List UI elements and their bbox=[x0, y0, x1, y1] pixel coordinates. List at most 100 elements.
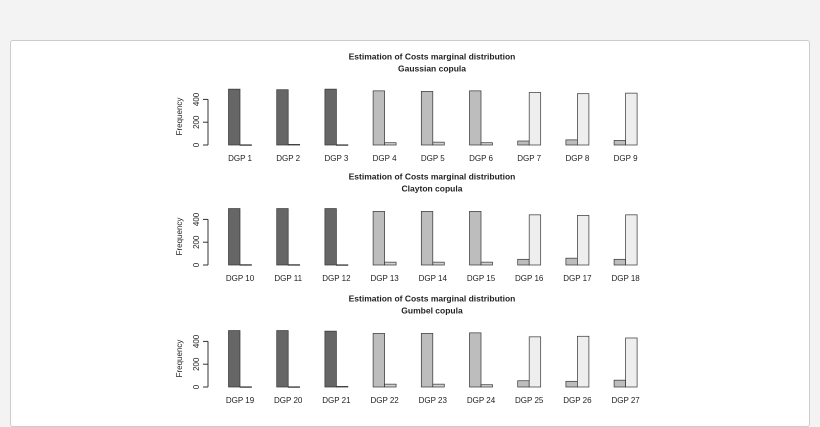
bar bbox=[613, 258, 626, 266]
x-tick-label: DGP 15 bbox=[467, 274, 496, 283]
x-tick-label: DGP 6 bbox=[469, 154, 493, 163]
bar bbox=[239, 144, 252, 146]
x-tick-label: DGP 7 bbox=[517, 154, 541, 163]
bar bbox=[480, 142, 493, 146]
bar bbox=[432, 383, 445, 388]
bar bbox=[384, 142, 397, 146]
x-tick-label: DGP 24 bbox=[467, 396, 496, 405]
bar bbox=[228, 208, 241, 266]
bar bbox=[336, 144, 349, 146]
bar bbox=[372, 90, 385, 146]
bar bbox=[469, 332, 482, 388]
bar bbox=[517, 380, 530, 388]
bar bbox=[432, 141, 445, 146]
bar bbox=[432, 261, 445, 266]
y-tick-label: 400 bbox=[192, 334, 201, 348]
bar bbox=[372, 333, 385, 388]
x-tick-label: DGP 8 bbox=[565, 154, 589, 163]
x-tick-label: DGP 16 bbox=[515, 274, 544, 283]
bar bbox=[613, 140, 626, 146]
y-axis-label: Frequency bbox=[175, 340, 184, 378]
x-tick-label: DGP 4 bbox=[373, 154, 397, 163]
x-tick-label: DGP 23 bbox=[419, 396, 448, 405]
bar bbox=[565, 257, 578, 266]
y-tick-label: 200 bbox=[192, 115, 201, 129]
x-tick-label: DGP 25 bbox=[515, 396, 544, 405]
y-tick-label: 0 bbox=[192, 384, 201, 389]
bar bbox=[480, 261, 493, 266]
x-tick-label: DGP 3 bbox=[324, 154, 348, 163]
bar bbox=[384, 383, 397, 388]
x-tick-label: DGP 2 bbox=[276, 154, 300, 163]
bar bbox=[228, 330, 241, 388]
x-tick-label: DGP 13 bbox=[370, 274, 399, 283]
bar bbox=[577, 335, 590, 388]
x-tick-label: DGP 21 bbox=[322, 396, 351, 405]
bar bbox=[469, 90, 482, 146]
bar bbox=[287, 144, 301, 146]
x-tick-label: DGP 22 bbox=[370, 396, 399, 405]
y-axis-label: Frequency bbox=[175, 218, 184, 256]
bar bbox=[565, 380, 578, 388]
chart-subtitle: Gaussian copula bbox=[398, 63, 466, 73]
x-tick-label: DGP 12 bbox=[322, 274, 351, 283]
bar bbox=[528, 92, 542, 146]
bar bbox=[625, 337, 638, 388]
bar bbox=[577, 93, 590, 146]
bar bbox=[613, 379, 626, 388]
bar bbox=[324, 208, 337, 266]
bar bbox=[287, 264, 301, 266]
y-tick-label: 200 bbox=[192, 235, 201, 249]
bar bbox=[276, 208, 289, 266]
x-tick-label: DGP 19 bbox=[226, 396, 255, 405]
y-axis-label: Frequency bbox=[175, 98, 184, 136]
bar bbox=[239, 264, 252, 266]
x-tick-label: DGP 9 bbox=[614, 154, 638, 163]
bar bbox=[565, 139, 578, 146]
x-tick-label: DGP 20 bbox=[274, 396, 303, 405]
x-tick-label: DGP 10 bbox=[226, 274, 255, 283]
y-tick-label: 0 bbox=[192, 142, 201, 147]
x-tick-label: DGP 17 bbox=[563, 274, 592, 283]
bar bbox=[287, 386, 301, 388]
bar bbox=[420, 91, 434, 146]
chart-title: Estimation of Costs marginal distributio… bbox=[349, 51, 516, 61]
x-tick-label: DGP 11 bbox=[274, 274, 302, 283]
bar bbox=[276, 89, 289, 146]
bar bbox=[336, 386, 349, 388]
bar bbox=[625, 92, 638, 146]
x-tick-label: DGP 14 bbox=[419, 274, 448, 283]
chart-background bbox=[175, 50, 645, 410]
bar bbox=[528, 214, 542, 266]
bar bbox=[517, 140, 530, 146]
bar bbox=[239, 386, 252, 388]
bar bbox=[324, 88, 337, 146]
bar bbox=[577, 215, 590, 266]
bar bbox=[517, 258, 530, 266]
bar bbox=[420, 333, 434, 388]
bar bbox=[276, 330, 289, 388]
y-tick-label: 200 bbox=[192, 357, 201, 371]
bar bbox=[372, 211, 385, 266]
x-tick-label: DGP 18 bbox=[611, 274, 640, 283]
bar bbox=[384, 261, 397, 266]
bar bbox=[420, 211, 434, 266]
y-tick-label: 400 bbox=[192, 92, 201, 106]
x-tick-label: DGP 27 bbox=[611, 396, 640, 405]
x-tick-label: DGP 26 bbox=[563, 396, 592, 405]
bar bbox=[528, 336, 542, 388]
bar bbox=[324, 330, 337, 388]
chart-subtitle: Clayton copula bbox=[402, 183, 463, 193]
bar bbox=[228, 88, 241, 146]
bar bbox=[625, 214, 638, 266]
y-tick-label: 0 bbox=[192, 262, 201, 267]
x-tick-label: DGP 5 bbox=[421, 154, 445, 163]
x-tick-label: DGP 1 bbox=[228, 154, 252, 163]
chart-title: Estimation of Costs marginal distributio… bbox=[349, 293, 516, 303]
chart-subtitle: Gumbel copula bbox=[401, 305, 463, 315]
bar bbox=[469, 211, 482, 266]
y-tick-label: 400 bbox=[192, 212, 201, 226]
bar bbox=[480, 384, 493, 388]
